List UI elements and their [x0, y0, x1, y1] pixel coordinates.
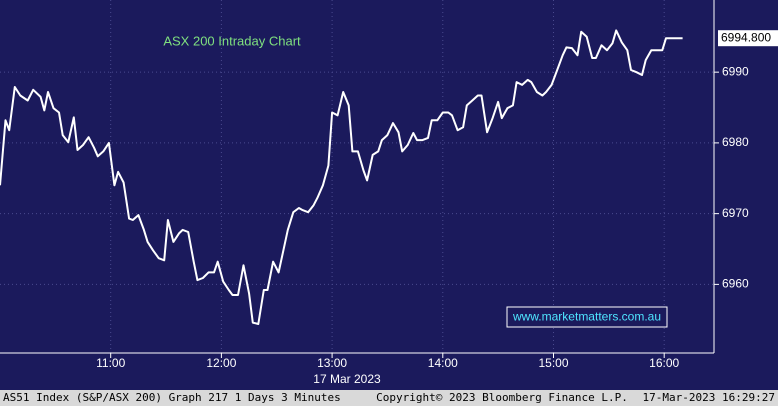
y-tick-label: 6960 [722, 277, 749, 291]
x-tick-label: 15:00 [538, 356, 568, 370]
footer-bar [0, 390, 778, 406]
y-tick-label: 6980 [722, 135, 749, 149]
footer-center: Copyright© 2023 Bloomberg Finance L.P. [376, 391, 628, 404]
x-tick-label: 14:00 [428, 356, 458, 370]
x-tick-label: 11:00 [96, 356, 125, 370]
price-line [0, 29, 683, 325]
footer-right: 17-Mar-2023 16:29:27 [643, 391, 775, 404]
date-label: 17 Mar 2023 [313, 372, 381, 386]
footer-left: AS51 Index (S&P/ASX 200) Graph 217 1 Day… [3, 391, 341, 404]
chart-title: ASX 200 Intraday Chart [163, 33, 301, 48]
y-tick-label: 6990 [722, 64, 749, 78]
last-value-box [718, 30, 778, 47]
annotation: www.marketmatters.com.au [512, 310, 661, 324]
annotation-box [506, 306, 668, 328]
x-tick-label: 12:00 [206, 356, 236, 370]
x-tick-label: 16:00 [649, 356, 679, 370]
last-value-label: 6994.800 [721, 30, 771, 44]
y-tick-label: 6970 [722, 206, 749, 220]
x-tick-label: 13:00 [317, 356, 347, 370]
grid [0, 0, 714, 353]
